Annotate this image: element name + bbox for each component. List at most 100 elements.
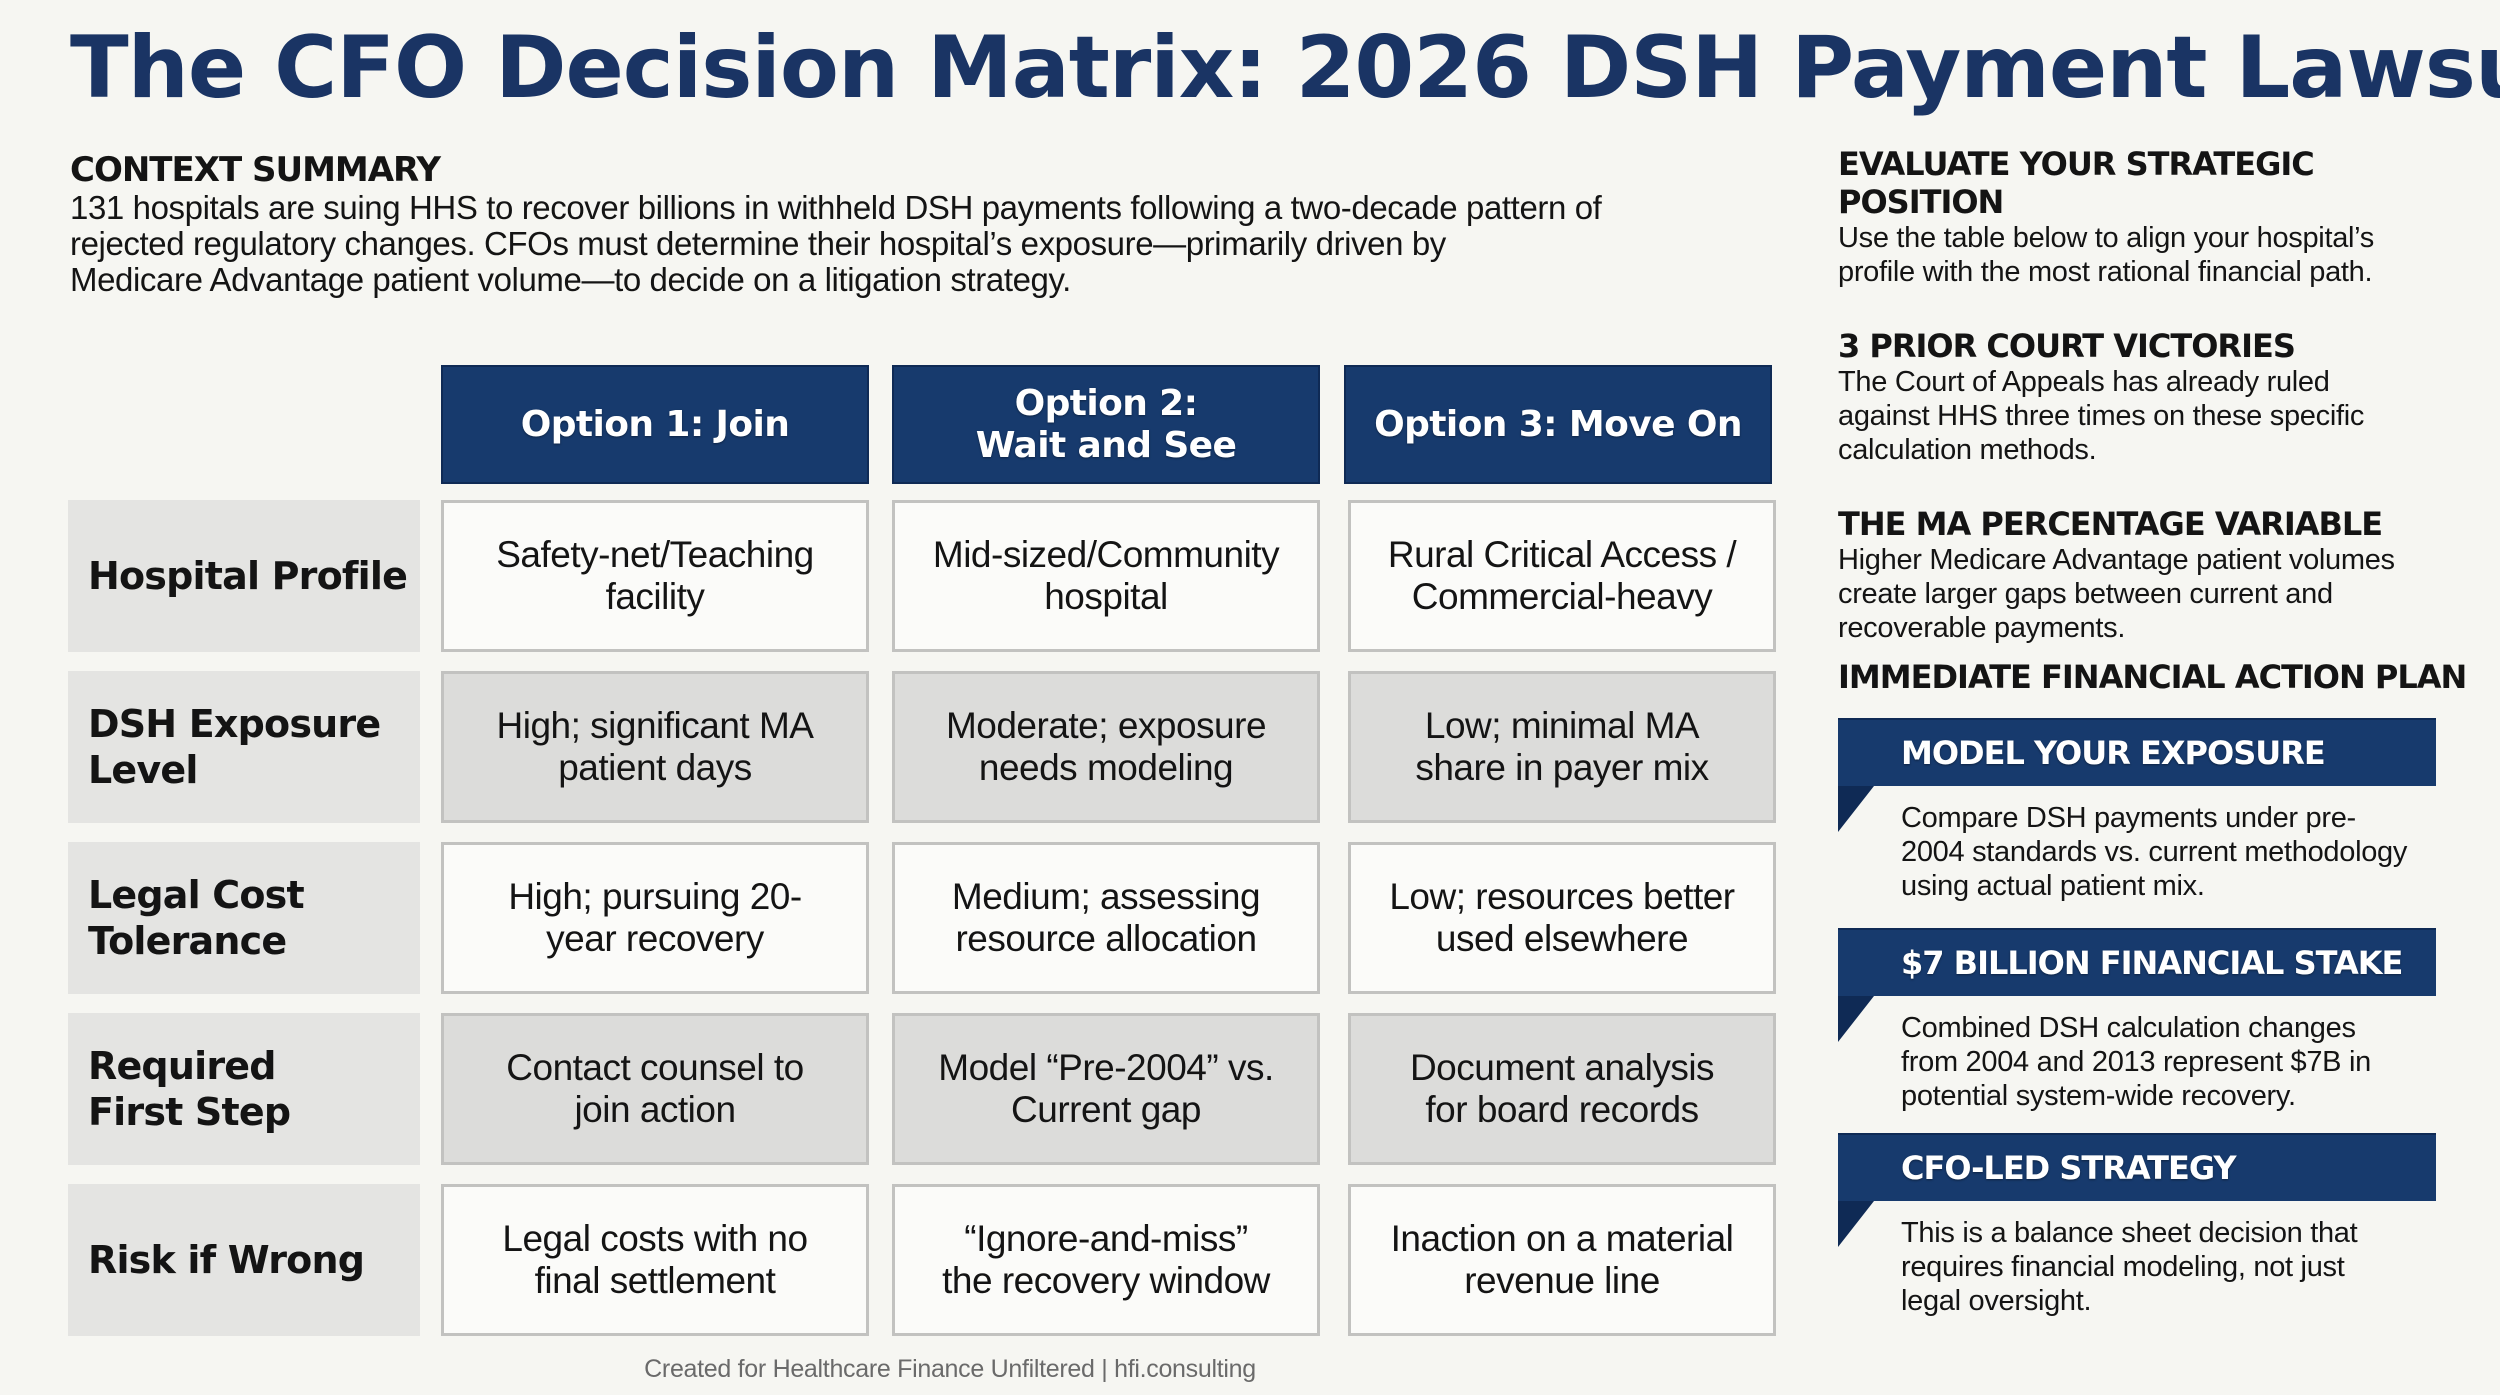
row-label-legal-cost-tolerance: Legal Cost Tolerance [68, 842, 420, 994]
ribbon-fold-icon [1838, 996, 1874, 1042]
cell-text: Rural Critical Access / [1387, 534, 1737, 575]
matrix-cell: High; significant MA patient days [441, 671, 869, 823]
card-body: This is a balance sheet decision that req… [1838, 1201, 2436, 1318]
matrix-cell: Safety-net/Teaching facility [441, 500, 869, 652]
row-label-text: Hospital Profile [88, 554, 408, 598]
cell-text: Low; resources better [1389, 876, 1735, 917]
row-label-text: DSH Exposure [88, 702, 381, 746]
section-text: The Court of Appeals has already ruled ag… [1838, 365, 2478, 467]
row-label-text: Required [88, 1044, 276, 1088]
card-model-exposure: MODEL YOUR EXPOSURE Compare DSH payments… [1838, 718, 2436, 903]
text-line: Use the table below to align your hospit… [1838, 222, 2374, 254]
text-line: from 2004 and 2013 represent $7B in [1901, 1046, 2371, 1078]
context-line: 131 hospitals are suing HHS to recover b… [70, 189, 1602, 226]
matrix-cell: High; pursuing 20- year recovery [441, 842, 869, 994]
cell-text: Contact counsel to [506, 1047, 804, 1088]
action-plan-heading: IMMEDIATE FINANCIAL ACTION PLAN [1838, 658, 2467, 696]
row-label-text: Risk if Wrong [88, 1238, 365, 1282]
matrix-cell: Legal costs with no final settlement [441, 1184, 869, 1336]
text-line: Higher Medicare Advantage patient volume… [1838, 544, 2395, 576]
cell-text: patient days [558, 747, 752, 788]
card-banner: $7 BILLION FINANCIAL STAKE [1838, 928, 2436, 996]
row-label-text: Tolerance [88, 919, 287, 963]
cell-text: needs modeling [978, 747, 1234, 788]
context-text: 131 hospitals are suing HHS to recover b… [70, 190, 1750, 298]
cell-text: facility [605, 576, 705, 617]
header-label: Option 2: [1014, 382, 1198, 424]
cell-text: Legal costs with no [502, 1218, 808, 1259]
cell-text: final settlement [534, 1260, 776, 1301]
column-header-option-3: Option 3: Move On [1344, 365, 1772, 484]
cell-text: resource allocation [955, 918, 1257, 959]
section-heading: EVALUATE YOUR STRATEGIC POSITION [1838, 145, 2315, 221]
row-label-risk-if-wrong: Risk if Wrong [68, 1184, 420, 1336]
page-title: The CFO Decision Matrix: 2026 DSH Paymen… [70, 18, 2500, 118]
row-label-text: First Step [88, 1090, 291, 1134]
cell-text: Safety-net/Teaching [496, 534, 814, 575]
cell-text: High; pursuing 20- [508, 876, 802, 917]
cell-text: Current gap [1011, 1089, 1201, 1130]
text-line: against HHS three times on these specifi… [1838, 400, 2365, 432]
cell-text: Medium; assessing [951, 876, 1261, 917]
text-line: legal oversight. [1901, 1285, 2092, 1317]
text-line: recoverable payments. [1838, 612, 2126, 644]
column-header-option-2: Option 2: Wait and See [892, 365, 1320, 484]
matrix-cell: Model “Pre-2004” vs. Current gap [892, 1013, 1320, 1165]
ribbon-fold-icon [1838, 1201, 1874, 1247]
cell-text: Mid-sized/Community [932, 534, 1280, 575]
text-line: Combined DSH calculation changes [1901, 1012, 2356, 1044]
card-banner: MODEL YOUR EXPOSURE [1838, 718, 2436, 786]
text-line: requires financial modeling, not just [1901, 1251, 2345, 1283]
section-text: Use the table below to align your hospit… [1838, 221, 2478, 289]
cell-text: revenue line [1464, 1260, 1660, 1301]
text-line: Compare DSH payments under pre- [1901, 802, 2356, 834]
cell-text: join action [574, 1089, 736, 1130]
header-label: Option 1: Join [520, 403, 790, 445]
section-text: Higher Medicare Advantage patient volume… [1838, 543, 2478, 645]
cell-text: Inaction on a material [1390, 1218, 1734, 1259]
section-ma-percentage: THE MA PERCENTAGE VARIABLE Higher Medica… [1838, 505, 2478, 645]
context-summary: CONTEXT SUMMARY 131 hospitals are suing … [70, 150, 1750, 298]
context-heading: CONTEXT SUMMARY [70, 150, 441, 190]
header-label: Option 3: Move On [1374, 403, 1742, 445]
cell-text: share in payer mix [1415, 747, 1709, 788]
matrix-cell: “Ignore-and-miss” the recovery window [892, 1184, 1320, 1336]
matrix-cell: Medium; assessing resource allocation [892, 842, 1320, 994]
cell-text: Model “Pre-2004” vs. [938, 1047, 1274, 1088]
text-line: create larger gaps between current and [1838, 578, 2333, 610]
cell-text: “Ignore-and-miss” [964, 1218, 1248, 1259]
card-title: $7 BILLION FINANCIAL STAKE [1901, 944, 2403, 982]
section-prior-court-victories: 3 PRIOR COURT VICTORIES The Court of App… [1838, 327, 2478, 467]
row-label-dsh-exposure-level: DSH Exposure Level [68, 671, 420, 823]
cell-text: for board records [1425, 1089, 1699, 1130]
row-label-hospital-profile: Hospital Profile [68, 500, 420, 652]
matrix-cell: Document analysis for board records [1348, 1013, 1776, 1165]
card-body: Compare DSH payments under pre- 2004 stan… [1838, 786, 2436, 903]
row-label-text: Level [88, 748, 198, 792]
text-line: profile with the most rational financial… [1838, 256, 2373, 288]
cell-text: High; significant MA [496, 705, 814, 746]
cell-text: used elsewhere [1435, 918, 1689, 959]
cell-text: Low; minimal MA [1424, 705, 1700, 746]
text-line: potential system-wide recovery. [1901, 1080, 2296, 1112]
row-label-required-first-step: Required First Step [68, 1013, 420, 1165]
matrix-cell: Moderate; exposure needs modeling [892, 671, 1320, 823]
row-label-text: Legal Cost [88, 873, 305, 917]
matrix-cell: Mid-sized/Community hospital [892, 500, 1320, 652]
text-line: This is a balance sheet decision that [1901, 1217, 2358, 1249]
card-banner: CFO-LED STRATEGY [1838, 1133, 2436, 1201]
card-title: MODEL YOUR EXPOSURE [1901, 734, 2326, 772]
card-body: Combined DSH calculation changes from 200… [1838, 996, 2436, 1113]
cell-text: Moderate; exposure [945, 705, 1267, 746]
matrix-cell: Low; minimal MA share in payer mix [1348, 671, 1776, 823]
card-financial-stake: $7 BILLION FINANCIAL STAKE Combined DSH … [1838, 928, 2436, 1113]
matrix-cell: Rural Critical Access / Commercial-heavy [1348, 500, 1776, 652]
cell-text: Document analysis [1409, 1047, 1715, 1088]
cell-text: Commercial-heavy [1411, 576, 1713, 617]
column-header-option-1: Option 1: Join [441, 365, 869, 484]
matrix-cell: Contact counsel to join action [441, 1013, 869, 1165]
text-line: The Court of Appeals has already ruled [1838, 366, 2330, 398]
cell-text: year recovery [546, 918, 764, 959]
section-heading: THE MA PERCENTAGE VARIABLE [1838, 505, 2383, 543]
